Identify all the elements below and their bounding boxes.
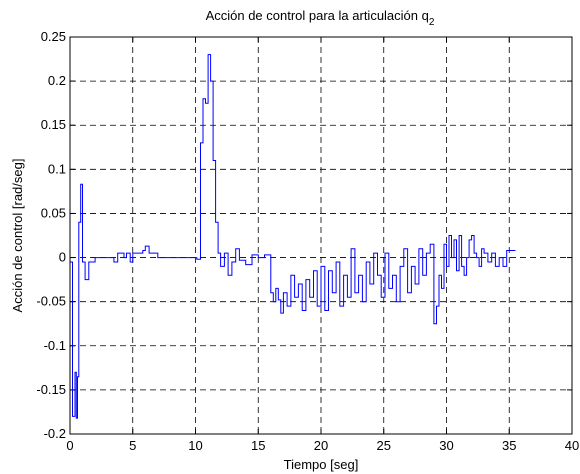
x-tick-label: 5: [129, 438, 136, 453]
y-tick-label: 0.25: [41, 29, 66, 44]
y-tick-label: 0.05: [41, 205, 66, 220]
ticks: 0 5 10 15 20 25 30 35 40 -0.2 -0.15 -0.1 -0.05 0 0.05 0…: [36, 29, 579, 453]
axes-box: [69, 36, 573, 435]
y-tick-label: -0.1: [44, 338, 66, 353]
x-axis-title: Tiempo [seg]: [284, 457, 359, 472]
x-tick-label: 40: [565, 438, 579, 453]
y-tick-label: 0: [59, 250, 66, 265]
grid: [70, 37, 572, 434]
y-tick-label: 0.15: [41, 117, 66, 132]
x-tick-label: 25: [377, 438, 391, 453]
y-tick-label: 0.2: [48, 73, 66, 88]
x-tick-label: 0: [66, 438, 73, 453]
chart-title: Acción de control para la articulación q…: [206, 8, 435, 28]
y-axis-title: Acción de control [rad/seg]: [10, 159, 25, 313]
series: [70, 54, 516, 419]
chart-title-subscript: 2: [429, 17, 435, 28]
series-line: [70, 54, 516, 419]
y-tick-label: -0.05: [36, 294, 66, 309]
x-tick-label: 35: [502, 438, 516, 453]
y-tick-label: 0.1: [48, 161, 66, 176]
chart-title-main: Acción de control para la articulación q: [206, 8, 429, 23]
y-tick-label: -0.2: [44, 426, 66, 441]
x-tick-label: 10: [188, 438, 202, 453]
y-tick-label: -0.15: [36, 382, 66, 397]
x-tick-label: 30: [439, 438, 453, 453]
x-tick-label: 15: [251, 438, 265, 453]
x-tick-label: 20: [314, 438, 328, 453]
